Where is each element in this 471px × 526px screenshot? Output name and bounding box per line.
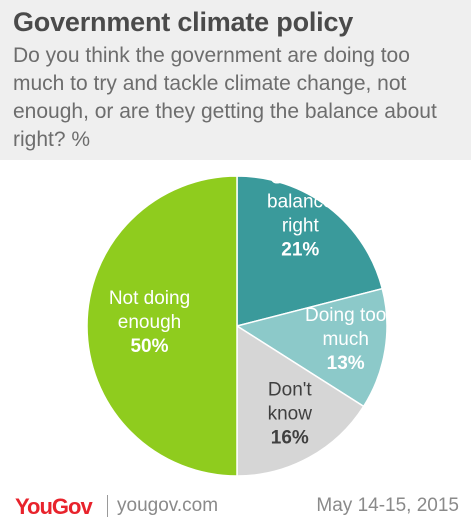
pie-slice xyxy=(86,175,238,477)
slice-category-label: much xyxy=(322,329,368,350)
slice-category-label: Don't xyxy=(268,380,312,401)
slice-value-label: 21% xyxy=(281,239,319,260)
footer-site: yougov.com xyxy=(117,495,219,516)
pie-slice xyxy=(236,324,365,477)
slice-category-label: Not doing xyxy=(109,288,190,309)
pie-slice xyxy=(236,175,384,327)
slice-value-label: 13% xyxy=(327,353,365,374)
footer: YouGov yougov.com May 14-15, 2015 xyxy=(0,487,471,526)
pie-slice xyxy=(235,287,388,408)
chart-subtitle: Do you think the government are doing to… xyxy=(13,44,437,151)
yougov-logo: YouGov xyxy=(15,494,93,519)
footer-date: May 14-15, 2015 xyxy=(316,495,459,516)
slice-value-label: 16% xyxy=(271,428,309,449)
slice-category-label: Doing too xyxy=(305,305,386,326)
chart-header: Government climate policy Do you think t… xyxy=(0,0,471,160)
slice-category-label: right xyxy=(282,215,320,236)
slice-category-label: Getting xyxy=(270,167,331,188)
slice-category-label: balance xyxy=(267,191,334,212)
pie-chart: Getting balance right 21% Doing too much 13% Do… xyxy=(86,167,388,477)
slice-value-label: 50% xyxy=(130,336,168,357)
chart-title: Government climate policy xyxy=(13,7,354,37)
footer-divider xyxy=(107,495,108,517)
slice-category-label: know xyxy=(268,404,313,425)
slice-category-label: enough xyxy=(118,312,181,333)
